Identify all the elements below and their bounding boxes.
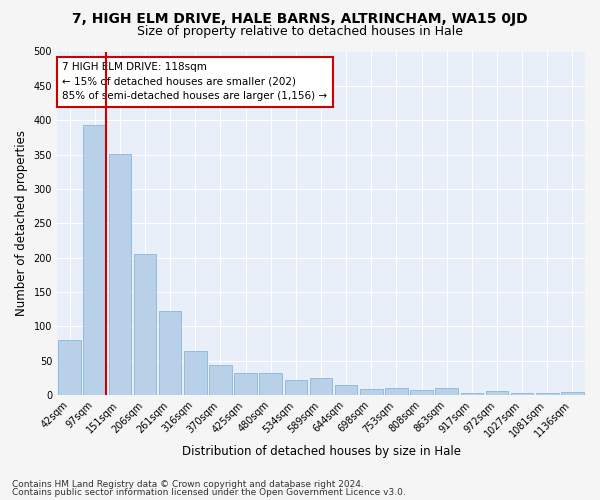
X-axis label: Distribution of detached houses by size in Hale: Distribution of detached houses by size …: [182, 444, 461, 458]
Text: Contains HM Land Registry data © Crown copyright and database right 2024.: Contains HM Land Registry data © Crown c…: [12, 480, 364, 489]
Bar: [259, 373, 282, 395]
Bar: [184, 351, 206, 395]
Y-axis label: Number of detached properties: Number of detached properties: [15, 130, 28, 316]
Bar: [310, 378, 332, 395]
Bar: [536, 394, 559, 395]
Bar: [511, 393, 533, 395]
Text: 7 HIGH ELM DRIVE: 118sqm
← 15% of detached houses are smaller (202)
85% of semi-: 7 HIGH ELM DRIVE: 118sqm ← 15% of detach…: [62, 62, 328, 102]
Bar: [436, 388, 458, 395]
Bar: [360, 388, 383, 395]
Bar: [134, 254, 157, 395]
Bar: [335, 385, 358, 395]
Text: Size of property relative to detached houses in Hale: Size of property relative to detached ho…: [137, 25, 463, 38]
Bar: [58, 340, 81, 395]
Text: Contains public sector information licensed under the Open Government Licence v3: Contains public sector information licen…: [12, 488, 406, 497]
Bar: [209, 364, 232, 395]
Bar: [561, 392, 584, 395]
Bar: [461, 393, 483, 395]
Bar: [284, 380, 307, 395]
Bar: [83, 125, 106, 395]
Bar: [410, 390, 433, 395]
Bar: [109, 154, 131, 395]
Bar: [234, 373, 257, 395]
Text: 7, HIGH ELM DRIVE, HALE BARNS, ALTRINCHAM, WA15 0JD: 7, HIGH ELM DRIVE, HALE BARNS, ALTRINCHA…: [72, 12, 528, 26]
Bar: [159, 311, 181, 395]
Bar: [485, 392, 508, 395]
Bar: [385, 388, 408, 395]
